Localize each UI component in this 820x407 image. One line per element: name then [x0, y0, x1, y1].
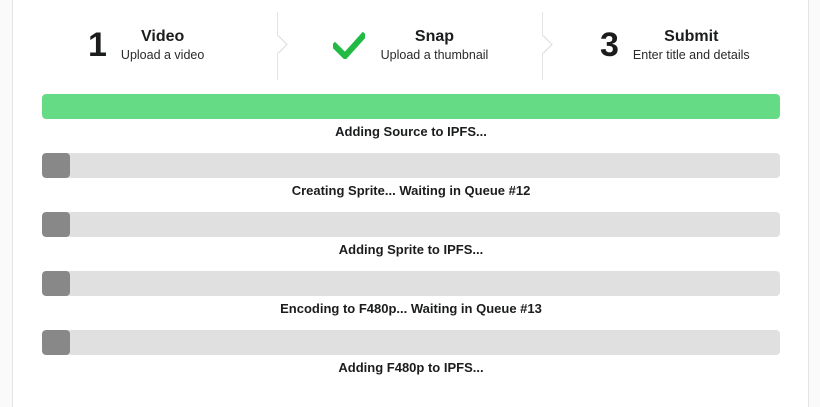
progress-label: Adding Source to IPFS...: [335, 124, 487, 139]
step-description: Enter title and details: [632, 48, 750, 62]
progress-bar: [42, 330, 780, 355]
checkmark-icon: [332, 31, 365, 59]
progress-fill: [42, 153, 70, 178]
progress-bar: [42, 212, 780, 237]
progress-item: Creating Sprite... Waiting in Queue #12: [42, 153, 780, 212]
progress-fill: [42, 212, 70, 237]
page-frame-left: [0, 0, 13, 407]
progress-label: Creating Sprite... Waiting in Queue #12: [291, 183, 531, 198]
progress-fill: [42, 271, 70, 296]
progress-bar: [42, 153, 780, 178]
progress-fill: [42, 94, 780, 119]
step-video[interactable]: 1 Video Upload a video: [14, 10, 289, 80]
progress-fill: [42, 330, 70, 355]
progress-bar: [42, 94, 780, 119]
step-description: Upload a video: [120, 48, 205, 62]
step-number: 3: [599, 26, 619, 64]
step-description: Upload a thumbnail: [380, 48, 489, 62]
progress-item: Adding Source to IPFS...: [42, 94, 780, 153]
page-frame-right: [808, 0, 820, 407]
progress-item: Adding F480p to IPFS...: [42, 330, 780, 389]
progress-label: Encoding to F480p... Waiting in Queue #1…: [280, 301, 542, 316]
progress-label: Adding F480p to IPFS...: [338, 360, 484, 375]
step-title: Submit: [664, 28, 719, 45]
progress-item: Adding Sprite to IPFS...: [42, 212, 780, 271]
progress-item: Encoding to F480p... Waiting in Queue #1…: [42, 271, 780, 330]
step-title: Snap: [414, 28, 455, 45]
progress-bar: [42, 271, 780, 296]
step-number: 1: [88, 26, 107, 64]
progress-list: Adding Source to IPFS... Creating Sprite…: [42, 94, 780, 389]
progress-label: Adding Sprite to IPFS...: [338, 242, 484, 257]
step-submit[interactable]: 3 Submit Enter title and details: [543, 10, 807, 80]
upload-steps: 1 Video Upload a video Snap Upload a thu…: [14, 10, 807, 80]
step-snap[interactable]: Snap Upload a thumbnail: [278, 10, 553, 80]
step-title: Video: [140, 28, 185, 45]
